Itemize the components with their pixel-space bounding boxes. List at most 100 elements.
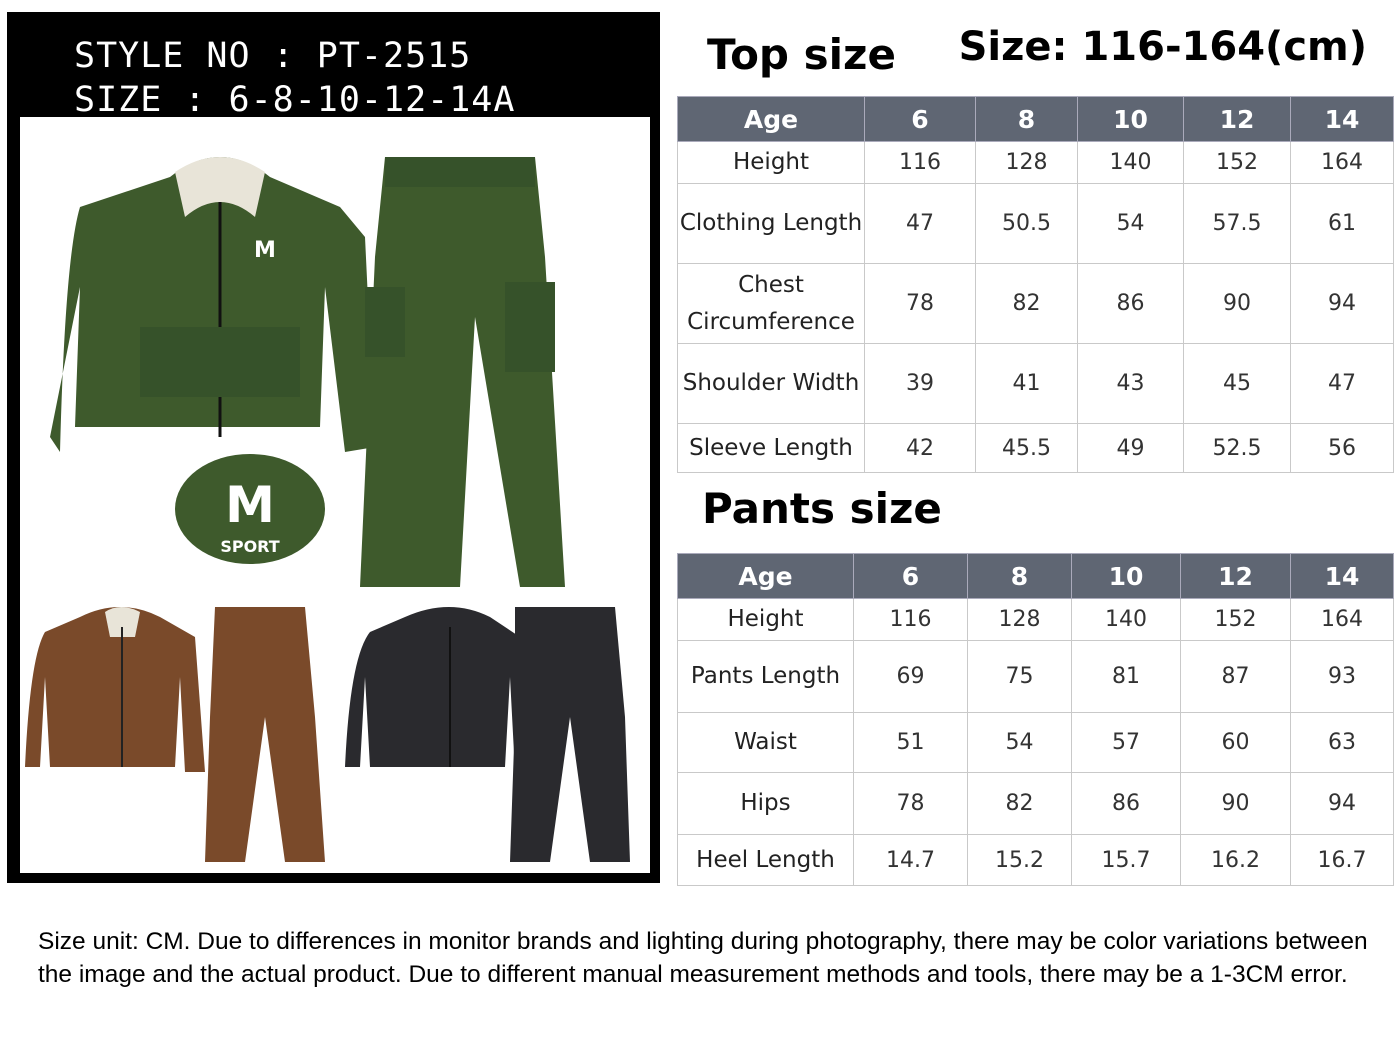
table-row: Waist 51 54 57 60 63 <box>677 712 1394 773</box>
header-age-12: 12 <box>1183 96 1291 142</box>
header-age-8: 8 <box>967 553 1072 599</box>
size-value: 78 <box>864 263 976 344</box>
pants-size-title: Pants size <box>702 484 942 533</box>
row-label: Clothing Length <box>677 183 865 264</box>
size-value: 63 <box>1290 712 1394 773</box>
table-header-row: Age 6 8 10 12 14 <box>677 96 1394 142</box>
size-value: 56 <box>1290 423 1394 473</box>
table-row: Clothing Length 47 50.5 54 57.5 61 <box>677 183 1394 264</box>
size-value: 15.2 <box>967 834 1072 886</box>
size-value: 15.7 <box>1071 834 1181 886</box>
green-hoodie: M <box>50 157 375 452</box>
size-value: 82 <box>975 263 1078 344</box>
header-age-8: 8 <box>975 96 1078 142</box>
header-age-12: 12 <box>1180 553 1291 599</box>
header-age-label: Age <box>677 553 854 599</box>
size-value: 128 <box>967 598 1072 641</box>
size-value: 75 <box>967 640 1072 713</box>
size-value: 14.7 <box>853 834 968 886</box>
product-photo: M M SPORT <box>20 117 650 873</box>
size-value: 94 <box>1290 263 1394 344</box>
header-age-6: 6 <box>864 96 976 142</box>
row-label: Hips <box>677 772 854 835</box>
black-set <box>345 607 630 862</box>
table-row: Shoulder Width 39 41 43 45 47 <box>677 343 1394 424</box>
row-label: Chest Circumference <box>677 263 865 344</box>
table-row: Heel Length 14.7 15.2 15.7 16.2 16.7 <box>677 834 1394 886</box>
size-value: 164 <box>1290 141 1394 184</box>
header-age-14: 14 <box>1290 553 1394 599</box>
top-size-title: Top size <box>707 30 896 79</box>
row-label: Waist <box>677 712 854 773</box>
green-pants <box>360 157 565 587</box>
size-value: 39 <box>864 343 976 424</box>
tracksuit-illustration: M M SPORT <box>25 157 630 862</box>
svg-text:M: M <box>254 238 276 263</box>
size-value: 45 <box>1183 343 1291 424</box>
size-value: 50.5 <box>975 183 1078 264</box>
product-photo-frame: STYLE NO : PT-2515 SIZE : 6-8-10-12-14A … <box>7 12 660 883</box>
header-age-10: 10 <box>1077 96 1184 142</box>
size-range-cm: Size: 116-164(cm) <box>958 24 1367 70</box>
size-value: 42 <box>864 423 976 473</box>
size-value: 16.7 <box>1290 834 1394 886</box>
size-value: 164 <box>1290 598 1394 641</box>
size-value: 49 <box>1077 423 1184 473</box>
size-value: 47 <box>1290 343 1394 424</box>
table-row: Pants Length 69 75 81 87 93 <box>677 640 1394 713</box>
row-label: Sleeve Length <box>677 423 865 473</box>
table-header-row: Age 6 8 10 12 14 <box>677 553 1394 599</box>
size-value: 16.2 <box>1180 834 1291 886</box>
size-value: 57 <box>1071 712 1181 773</box>
pants-size-table: Age 6 8 10 12 14 Height 116 128 140 152 164 Pants L… <box>677 553 1394 886</box>
logo-badge: M SPORT <box>175 454 325 564</box>
style-header: STYLE NO : PT-2515 SIZE : 6-8-10-12-14A <box>74 34 515 122</box>
size-value: 54 <box>1077 183 1184 264</box>
header-age-label: Age <box>677 96 865 142</box>
svg-text:SPORT: SPORT <box>220 537 279 556</box>
size-value: 81 <box>1071 640 1181 713</box>
size-value: 90 <box>1180 772 1291 835</box>
svg-text:M: M <box>225 476 275 534</box>
style-number: STYLE NO : PT-2515 <box>74 36 472 76</box>
size-value: 140 <box>1077 141 1184 184</box>
row-label: Height <box>677 141 865 184</box>
size-value: 86 <box>1071 772 1181 835</box>
table-row: Height 116 128 140 152 164 <box>677 141 1394 184</box>
size-value: 87 <box>1180 640 1291 713</box>
size-value: 61 <box>1290 183 1394 264</box>
row-label: Shoulder Width <box>677 343 865 424</box>
size-value: 51 <box>853 712 968 773</box>
size-value: 57.5 <box>1183 183 1291 264</box>
table-row: Hips 78 82 86 90 94 <box>677 772 1394 835</box>
size-value: 54 <box>967 712 1072 773</box>
size-value: 45.5 <box>975 423 1078 473</box>
size-value: 93 <box>1290 640 1394 713</box>
header-age-14: 14 <box>1290 96 1394 142</box>
size-value: 69 <box>853 640 968 713</box>
size-value: 78 <box>853 772 968 835</box>
size-value: 116 <box>853 598 968 641</box>
size-value: 152 <box>1183 141 1291 184</box>
size-value: 52.5 <box>1183 423 1291 473</box>
brown-set <box>25 607 325 862</box>
header-age-10: 10 <box>1071 553 1181 599</box>
size-value: 86 <box>1077 263 1184 344</box>
row-label: Height <box>677 598 854 641</box>
size-value: 47 <box>864 183 976 264</box>
size-value: 82 <box>967 772 1072 835</box>
size-value: 152 <box>1180 598 1291 641</box>
size-range: SIZE : 6-8-10-12-14A <box>74 80 516 120</box>
header-age-6: 6 <box>853 553 968 599</box>
size-value: 116 <box>864 141 976 184</box>
size-value: 90 <box>1183 263 1291 344</box>
size-note: Size unit: CM. Due to differences in mon… <box>38 928 1368 988</box>
size-value: 43 <box>1077 343 1184 424</box>
size-value: 60 <box>1180 712 1291 773</box>
table-row: Sleeve Length 42 45.5 49 52.5 56 <box>677 423 1394 473</box>
top-size-table: Age 6 8 10 12 14 Height 116 128 140 152 164 Clothin… <box>677 96 1394 473</box>
size-value: 41 <box>975 343 1078 424</box>
row-label: Heel Length <box>677 834 854 886</box>
size-value: 94 <box>1290 772 1394 835</box>
row-label: Pants Length <box>677 640 854 713</box>
